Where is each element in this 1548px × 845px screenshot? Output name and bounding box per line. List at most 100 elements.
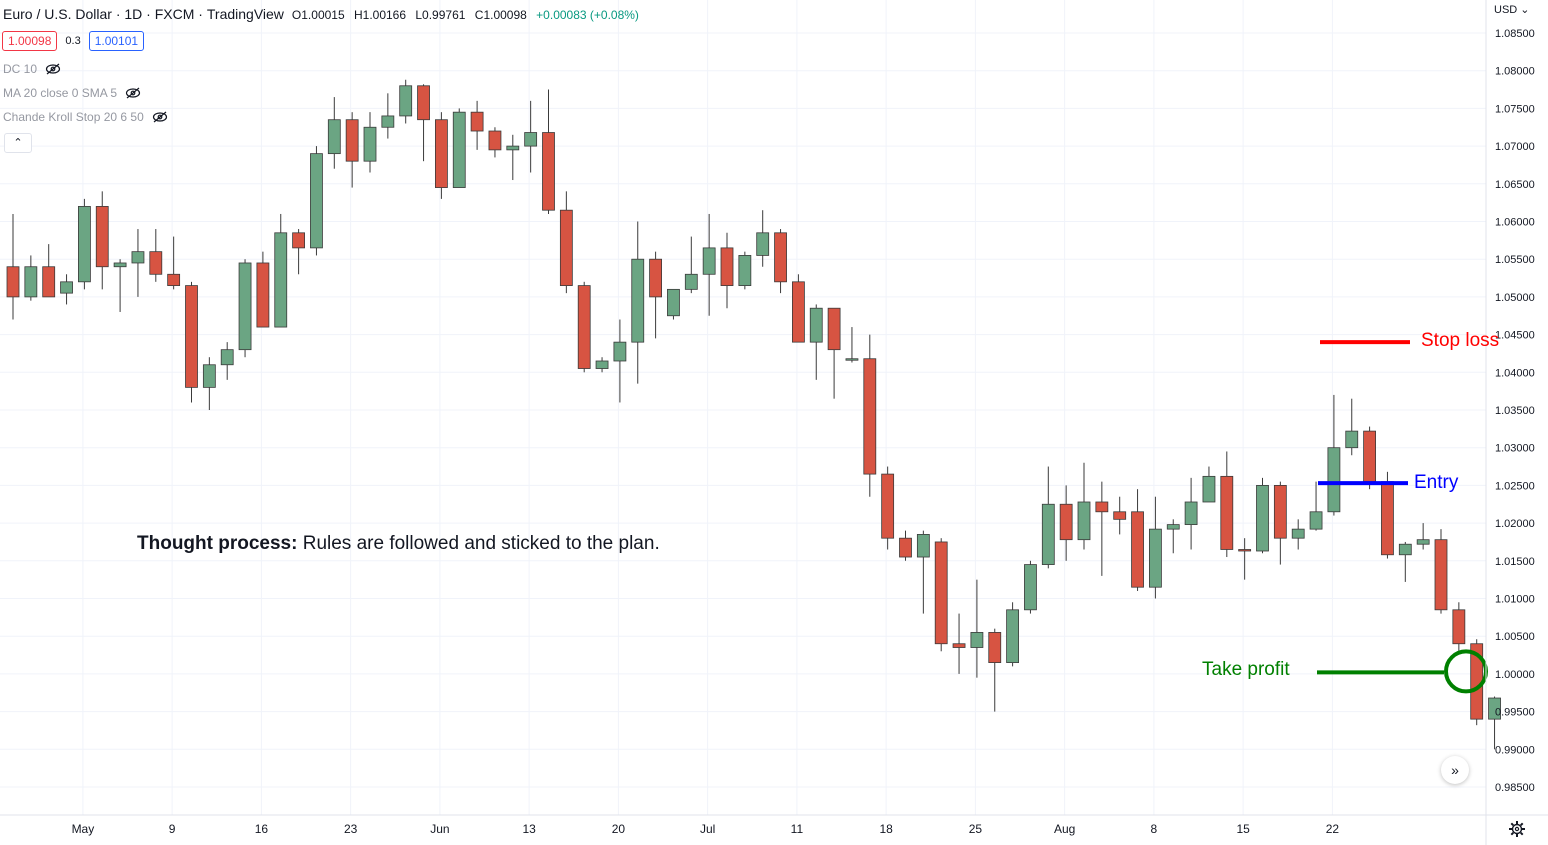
candle-body xyxy=(149,251,163,275)
indicator-label: DC 10 xyxy=(3,62,38,76)
candle-body xyxy=(845,358,859,361)
candle xyxy=(488,127,502,158)
candle-body xyxy=(488,130,502,151)
candle xyxy=(220,342,234,380)
candle-body xyxy=(220,349,234,366)
candle xyxy=(1149,496,1162,599)
candle xyxy=(702,213,716,316)
candle xyxy=(899,530,912,561)
candle-body xyxy=(327,119,341,155)
candle-body xyxy=(1363,430,1376,483)
sell-price-button[interactable]: 1.00098 xyxy=(2,31,58,51)
hidden-eye-icon[interactable] xyxy=(45,63,61,75)
candle xyxy=(827,307,841,399)
candle-body xyxy=(506,145,520,151)
price-tick-label: 0.99500 xyxy=(1495,707,1535,719)
candle xyxy=(452,108,466,188)
candle-body xyxy=(60,281,73,294)
ohlc-values: O1.00015 H1.00166 L0.99761 C1.00098 +0.0… xyxy=(292,8,645,22)
candle-body xyxy=(6,266,20,298)
collapse-legend-button[interactable]: ⌃ xyxy=(4,133,32,153)
price-tick-label: 1.05500 xyxy=(1495,254,1535,266)
candlestick-series xyxy=(6,79,1501,750)
candle xyxy=(274,213,288,328)
indicator-ma[interactable]: MA 20 close 0 SMA 5 xyxy=(3,86,141,100)
candle xyxy=(988,628,1002,712)
candle-body xyxy=(559,209,573,286)
indicator-label: MA 20 close 0 SMA 5 xyxy=(3,86,118,100)
candle-body xyxy=(1024,564,1037,611)
candle xyxy=(167,236,181,290)
candle-body xyxy=(738,255,752,286)
gear-icon[interactable] xyxy=(1508,820,1526,838)
chevron-down-icon: ⌄ xyxy=(1520,4,1530,16)
candle-body xyxy=(970,632,984,648)
candle-body xyxy=(899,537,912,558)
stop-loss-label: Stop loss xyxy=(1421,330,1500,351)
candle xyxy=(24,255,38,301)
candle xyxy=(1041,466,1055,569)
candle xyxy=(934,538,948,652)
time-tick-label: 23 xyxy=(344,822,358,836)
candle-body xyxy=(167,273,181,286)
thought-text: Rules are followed and sticked to the pl… xyxy=(297,533,660,554)
candle xyxy=(381,93,395,139)
candle xyxy=(292,229,306,275)
time-tick-label: Jul xyxy=(700,822,715,836)
interval-label[interactable]: 1D xyxy=(124,6,143,22)
candle xyxy=(202,357,216,410)
candle-body xyxy=(452,111,466,188)
price-tick-label: 1.02500 xyxy=(1495,480,1535,492)
candle-body xyxy=(202,364,216,388)
candle xyxy=(470,100,484,150)
currency-selector[interactable]: USD ⌄ xyxy=(1494,4,1530,16)
candle xyxy=(1452,602,1466,652)
buy-price-button[interactable]: 1.00101 xyxy=(88,31,145,51)
time-tick-label: 25 xyxy=(969,822,983,836)
candle xyxy=(1291,519,1305,550)
candle xyxy=(1095,481,1109,576)
candle xyxy=(238,259,252,358)
candle xyxy=(1345,398,1359,456)
candle xyxy=(542,89,555,214)
candle xyxy=(595,357,609,373)
hidden-eye-icon[interactable] xyxy=(152,111,168,123)
candle-body xyxy=(577,285,591,369)
price-tick-label: 1.03500 xyxy=(1495,405,1535,417)
candle xyxy=(720,232,734,309)
candle-body xyxy=(256,262,270,328)
candle-body xyxy=(1131,511,1144,588)
candle-body xyxy=(470,111,484,132)
candle xyxy=(613,319,627,403)
scroll-to-realtime-button[interactable]: » xyxy=(1441,756,1469,784)
indicator-dc[interactable]: DC 10 xyxy=(3,62,61,76)
candle xyxy=(149,229,163,282)
candle-body xyxy=(1452,609,1466,645)
price-tick-label: 0.99000 xyxy=(1495,744,1535,756)
hidden-eye-icon[interactable] xyxy=(125,87,141,99)
candle-body xyxy=(1256,484,1269,552)
price-axis[interactable]: 1.08500 1.08000 1.07500 1.07000 1.06500 1.060… xyxy=(1485,0,1535,845)
price-tick-label: 1.01000 xyxy=(1495,594,1535,606)
thought-process-note: Thought process: Rules are followed and … xyxy=(137,533,660,555)
candle-body xyxy=(1273,484,1287,539)
candle-body xyxy=(1238,549,1252,552)
candle-body xyxy=(667,288,680,317)
time-tick-label: 15 xyxy=(1236,822,1250,836)
time-tick-label: 18 xyxy=(879,822,893,836)
candle xyxy=(185,281,198,403)
candle-body xyxy=(1416,539,1430,545)
source-label: TradingView xyxy=(206,6,284,22)
candle xyxy=(845,327,859,363)
price-tick-label: 1.07000 xyxy=(1495,141,1535,153)
symbol-header[interactable]: Euro / U.S. Dollar · 1D · FXCM · Trading… xyxy=(3,6,645,24)
price-tick-label: 1.04500 xyxy=(1495,330,1535,342)
candle xyxy=(1006,602,1019,667)
indicator-chande-kroll[interactable]: Chande Kroll Stop 20 6 50 xyxy=(3,110,168,124)
symbol-name[interactable]: Euro / U.S. Dollar xyxy=(3,6,112,22)
thought-title: Thought process: xyxy=(137,533,298,554)
candle xyxy=(434,112,448,199)
time-axis[interactable]: May 9 16 23 Jun 13 20 Jul 11 18 25 Aug 8 15 22 xyxy=(0,814,1548,836)
price-tick-label: 1.05000 xyxy=(1495,292,1535,304)
